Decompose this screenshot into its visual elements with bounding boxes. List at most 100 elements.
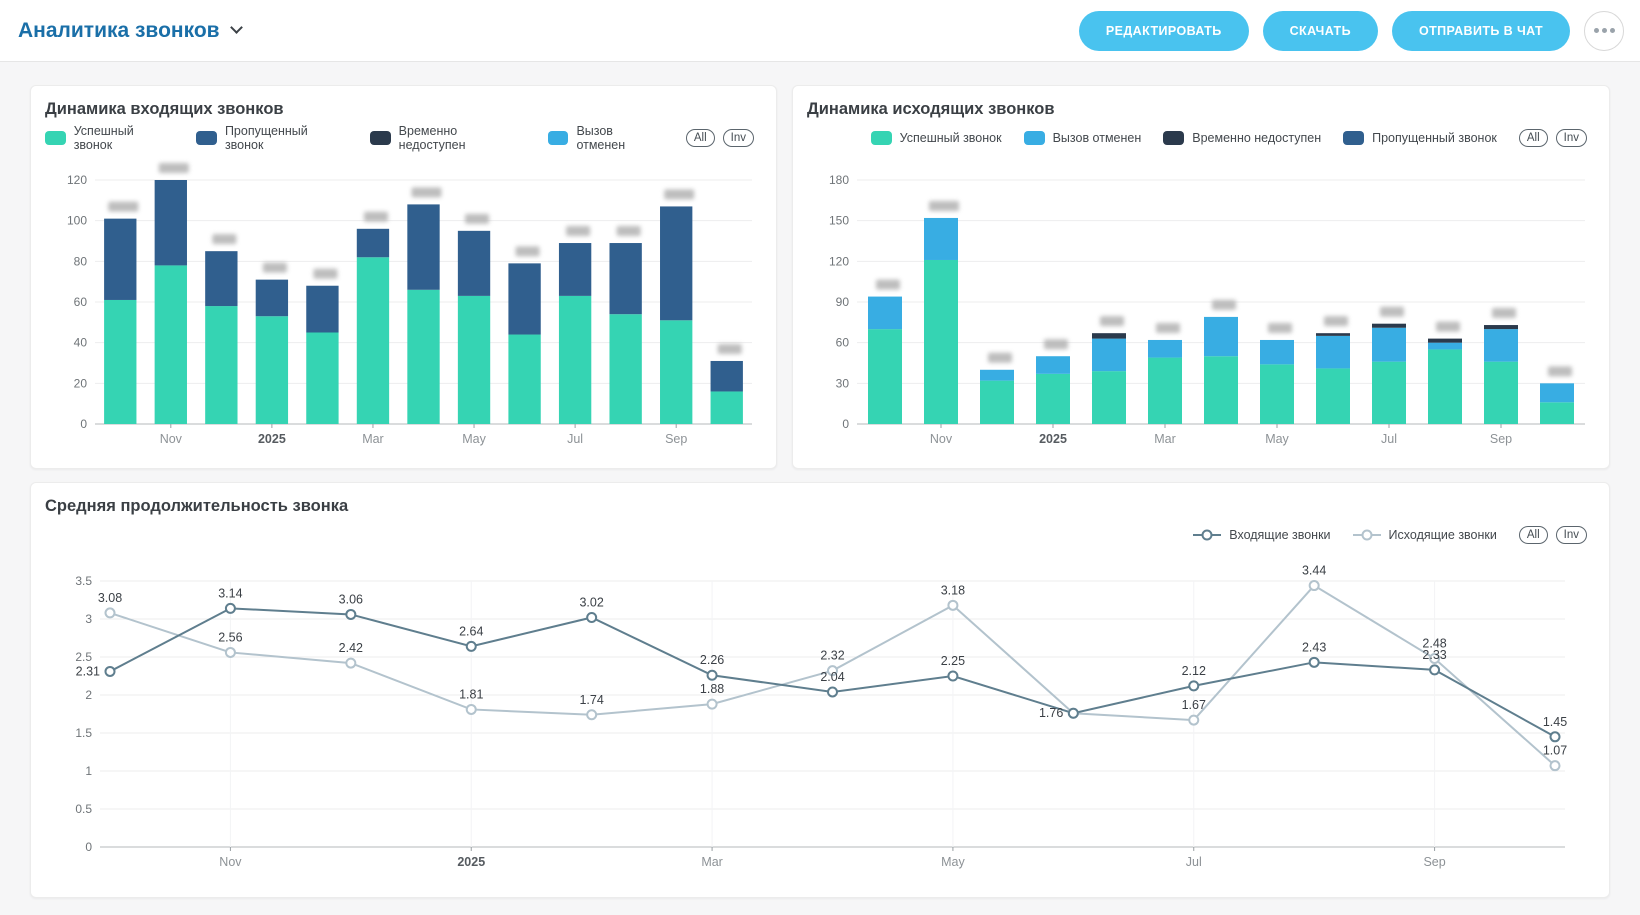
data-point[interactable] xyxy=(224,646,236,658)
bar-segment[interactable] xyxy=(407,289,440,424)
bar-segment[interactable] xyxy=(1204,316,1238,357)
data-point[interactable] xyxy=(827,686,838,698)
bar-segment[interactable] xyxy=(660,206,693,321)
bar-segment[interactable] xyxy=(1372,323,1406,328)
inv-filter-button[interactable]: Inv xyxy=(1555,129,1587,147)
data-point[interactable] xyxy=(1067,707,1079,719)
bar-segment[interactable] xyxy=(457,295,491,424)
bar-segment[interactable] xyxy=(1036,356,1070,374)
data-point[interactable] xyxy=(586,709,598,721)
data-point[interactable] xyxy=(345,608,357,620)
legend-item[interactable]: Вызов отменен xyxy=(1023,131,1141,145)
bar-segment[interactable] xyxy=(1316,368,1350,424)
bar-segment[interactable] xyxy=(1092,333,1126,339)
bar-segment[interactable] xyxy=(1316,335,1350,369)
legend-item[interactable]: Успешный звонок xyxy=(45,124,174,152)
legend-item[interactable]: Временно недоступен xyxy=(369,124,526,152)
more-options-button[interactable] xyxy=(1584,10,1624,51)
all-filter-button[interactable]: All xyxy=(1518,129,1548,147)
bar-segment[interactable] xyxy=(868,296,902,330)
data-point[interactable] xyxy=(1549,760,1561,772)
legend-item[interactable]: Вызов отменен xyxy=(547,124,664,152)
bar-segment[interactable] xyxy=(1540,402,1574,424)
bar-segment[interactable] xyxy=(1428,342,1462,350)
data-point[interactable] xyxy=(1188,714,1200,726)
data-point[interactable] xyxy=(1308,580,1320,592)
bar-segment[interactable] xyxy=(1148,339,1182,358)
bar-segment[interactable] xyxy=(1372,361,1406,424)
edit-button[interactable]: РЕДАКТИРОВАТЬ xyxy=(1078,10,1249,51)
legend-item[interactable]: Входящие звонки xyxy=(1193,528,1331,542)
data-point[interactable] xyxy=(947,670,959,682)
data-point[interactable] xyxy=(1429,664,1441,676)
bar-segment[interactable] xyxy=(104,299,137,424)
bar-segment[interactable] xyxy=(407,204,440,290)
data-point[interactable] xyxy=(1308,656,1320,668)
bar-segment[interactable] xyxy=(660,320,693,424)
bar-segment[interactable] xyxy=(356,228,390,258)
inv-filter-button[interactable]: Inv xyxy=(1555,526,1587,544)
bar-segment[interactable] xyxy=(868,329,902,424)
bar-segment[interactable] xyxy=(154,180,187,266)
bar-segment[interactable] xyxy=(457,230,491,296)
bar-segment[interactable] xyxy=(205,306,238,424)
bar-segment[interactable] xyxy=(1428,349,1462,424)
bar-segment[interactable] xyxy=(205,251,238,307)
bar-segment[interactable] xyxy=(1484,325,1518,330)
report-title-dropdown[interactable]: Аналитика звонков xyxy=(18,19,243,43)
bar-segment[interactable] xyxy=(508,334,541,424)
data-point[interactable] xyxy=(706,698,718,710)
legend-item[interactable]: Пропущенный звонок xyxy=(1343,131,1497,145)
send-to-chat-button[interactable]: ОТПРАВИТЬ В ЧАТ xyxy=(1391,10,1570,51)
data-point[interactable] xyxy=(586,611,598,623)
bar-segment[interactable] xyxy=(1092,338,1126,372)
bar-segment[interactable] xyxy=(1260,364,1294,424)
bar-segment[interactable] xyxy=(924,259,958,424)
bar-segment[interactable] xyxy=(154,265,187,424)
bar-segment[interactable] xyxy=(924,217,958,260)
bar-segment[interactable] xyxy=(255,316,289,424)
bar-segment[interactable] xyxy=(1316,333,1350,336)
legend-item[interactable]: Пропущенный звонок xyxy=(196,124,348,152)
data-point[interactable] xyxy=(947,599,959,611)
bar-segment[interactable] xyxy=(1092,371,1126,424)
all-filter-button[interactable]: All xyxy=(685,129,715,147)
download-button[interactable]: СКАЧАТЬ xyxy=(1262,10,1378,51)
bar-segment[interactable] xyxy=(1484,361,1518,424)
data-point[interactable] xyxy=(465,703,477,715)
bar-segment[interactable] xyxy=(609,314,642,424)
bar-segment[interactable] xyxy=(356,257,390,424)
legend-item[interactable]: Исходящие звонки xyxy=(1352,528,1497,542)
bar-segment[interactable] xyxy=(306,285,339,333)
bar-segment[interactable] xyxy=(710,391,743,424)
data-point[interactable] xyxy=(1188,680,1200,692)
legend-item[interactable]: Успешный звонок xyxy=(870,131,1002,145)
data-point[interactable] xyxy=(827,665,838,677)
bar-segment[interactable] xyxy=(1148,357,1182,424)
all-filter-button[interactable]: All xyxy=(1518,526,1548,544)
data-point[interactable] xyxy=(465,640,477,652)
bar-segment[interactable] xyxy=(508,263,541,335)
bar-segment[interactable] xyxy=(255,279,289,317)
bar-segment[interactable] xyxy=(1204,356,1238,424)
data-point[interactable] xyxy=(104,665,116,677)
bar-segment[interactable] xyxy=(980,369,1014,381)
bar-segment[interactable] xyxy=(558,295,592,424)
data-point[interactable] xyxy=(1429,653,1441,665)
data-point[interactable] xyxy=(224,602,236,614)
bar-segment[interactable] xyxy=(1540,383,1574,403)
bar-segment[interactable] xyxy=(1260,339,1294,365)
data-point[interactable] xyxy=(104,607,116,619)
bar-segment[interactable] xyxy=(710,360,743,392)
bar-segment[interactable] xyxy=(306,332,339,425)
bar-segment[interactable] xyxy=(1372,327,1406,362)
bar-segment[interactable] xyxy=(1036,373,1070,424)
bar-segment[interactable] xyxy=(980,380,1014,424)
bar-segment[interactable] xyxy=(609,243,642,315)
data-point[interactable] xyxy=(345,657,357,669)
bar-segment[interactable] xyxy=(1428,338,1462,343)
data-point[interactable] xyxy=(1549,731,1561,743)
bar-segment[interactable] xyxy=(558,243,592,296)
inv-filter-button[interactable]: Inv xyxy=(722,129,754,147)
bar-segment[interactable] xyxy=(104,218,137,300)
